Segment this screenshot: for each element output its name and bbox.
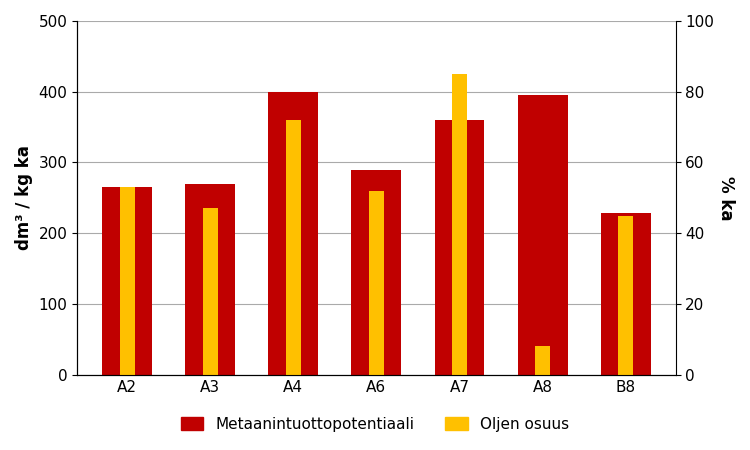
Bar <box>185 184 236 375</box>
Bar <box>352 170 401 375</box>
Bar <box>369 191 384 375</box>
Bar <box>518 95 568 375</box>
Y-axis label: dm³ / kg ka: dm³ / kg ka <box>15 145 33 250</box>
Bar <box>618 216 633 375</box>
Bar <box>536 346 550 375</box>
Bar <box>120 187 134 375</box>
Bar <box>286 120 301 375</box>
Bar <box>202 208 217 375</box>
Bar <box>434 120 484 375</box>
Bar <box>452 74 467 375</box>
Bar <box>268 92 318 375</box>
Y-axis label: % ka: % ka <box>717 176 735 220</box>
Bar <box>601 213 651 375</box>
Legend: Metaanintuottopotentiaali, Oljen osuus: Metaanintuottopotentiaali, Oljen osuus <box>175 410 575 438</box>
Bar <box>102 187 152 375</box>
